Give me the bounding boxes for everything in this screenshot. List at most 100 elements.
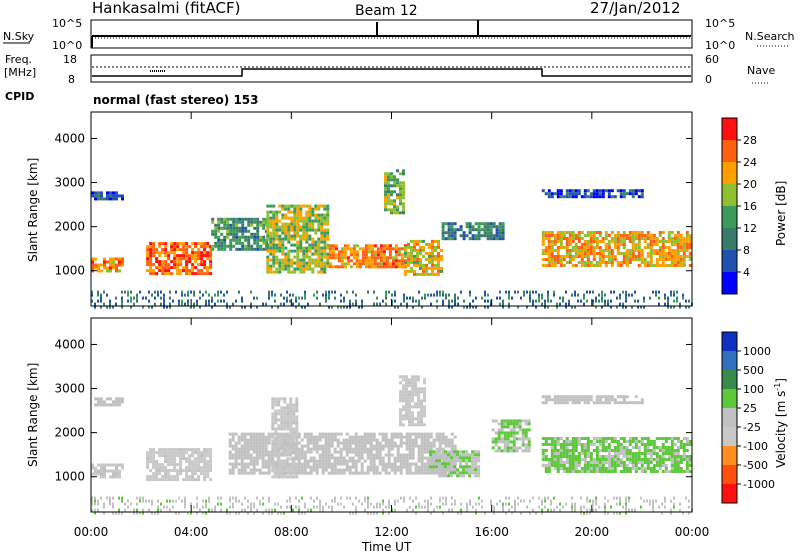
power-cell <box>437 260 440 264</box>
velocity-cell <box>202 511 204 515</box>
power-cell <box>471 237 475 241</box>
velocity-cell <box>604 505 606 509</box>
velocity-cell <box>352 511 354 515</box>
power-cell <box>266 270 270 274</box>
power-cell <box>393 175 396 179</box>
power-cell <box>121 305 123 309</box>
velocity-cell <box>388 511 390 515</box>
power-cell <box>308 264 312 268</box>
velocity-cell <box>417 471 421 475</box>
velocity-cell <box>203 451 207 455</box>
velocity-cell <box>333 447 337 451</box>
power-cell <box>346 259 350 263</box>
velocity-cell <box>252 432 256 436</box>
velocity-cell <box>390 453 394 457</box>
power-cell <box>631 195 635 199</box>
velocity-cell <box>426 447 430 451</box>
power-cell <box>181 293 183 297</box>
power-cell <box>112 263 115 267</box>
power-cell <box>247 235 251 239</box>
power-cell <box>490 302 492 306</box>
power-cell <box>301 305 303 309</box>
velocity-cell <box>274 421 278 425</box>
power-cell <box>616 249 620 252</box>
power-cell <box>100 197 103 201</box>
velocity-cell <box>179 469 183 473</box>
power-cell <box>290 249 294 253</box>
velocity-cell <box>497 428 501 432</box>
velocity-cell <box>202 499 204 503</box>
power-cell <box>305 237 309 241</box>
velocity-cell <box>181 499 183 503</box>
power-cell <box>352 250 356 254</box>
power-cell <box>646 231 650 234</box>
power-cell <box>673 240 677 243</box>
velocity-cell <box>280 505 282 509</box>
velocity-cell <box>152 451 156 455</box>
power-cell <box>259 235 263 239</box>
power-cell <box>299 264 303 268</box>
velocity-cell <box>478 502 480 506</box>
velocity-cell <box>412 508 414 512</box>
power-cell <box>290 261 294 265</box>
velocity-cell <box>231 465 235 469</box>
velocity-cell <box>378 447 382 451</box>
velocity-cell <box>106 496 108 500</box>
power-cell <box>262 217 266 221</box>
power-echo-region <box>266 204 330 274</box>
velocity-cell <box>321 465 325 469</box>
power-cell <box>413 239 416 243</box>
velocity-cell <box>515 425 519 429</box>
nsearch-label: N.Search <box>745 30 795 43</box>
power-cell <box>676 258 680 261</box>
velocity-cell <box>283 469 287 473</box>
power-cell <box>271 290 273 294</box>
power-cell <box>394 250 398 254</box>
velocity-cell <box>121 466 124 470</box>
velocity-cell <box>604 455 608 458</box>
power-cell <box>296 213 300 217</box>
velocity-cell <box>661 455 665 458</box>
power-cell <box>477 234 481 238</box>
power-cell <box>323 219 327 223</box>
power-cell <box>382 299 384 303</box>
velocity-cell <box>520 511 522 515</box>
velocity-cell <box>243 468 247 472</box>
power-cell <box>293 219 297 223</box>
velocity-cell <box>634 470 638 473</box>
power-cell <box>266 219 270 223</box>
power-cell <box>589 249 593 252</box>
power-cell <box>290 270 294 274</box>
velocity-cell <box>184 502 186 506</box>
velocity-cell <box>505 496 507 500</box>
velocity-cell <box>149 448 153 452</box>
velocity-cell <box>613 440 617 443</box>
velocity-cell <box>517 502 519 506</box>
power-cell <box>302 222 306 226</box>
power-cell <box>172 299 174 303</box>
power-cell <box>106 260 109 264</box>
power-cell <box>451 299 453 303</box>
power-cell <box>364 265 368 269</box>
velocity-cell <box>652 470 656 473</box>
power-cell <box>302 246 306 250</box>
colorbar-segment <box>722 184 737 207</box>
velocity-cell <box>586 395 590 399</box>
power-cell <box>508 302 510 306</box>
velocity-cell <box>157 505 159 509</box>
velocity-cell <box>312 441 316 445</box>
power-cell <box>610 249 614 252</box>
power-cell <box>320 234 324 238</box>
velocity-cell <box>631 455 635 458</box>
power-cell <box>450 231 454 235</box>
power-cell <box>544 192 548 196</box>
power-cell <box>326 222 330 226</box>
velocity-cell <box>364 499 366 503</box>
velocity-cell <box>622 467 626 470</box>
velocity-cell <box>634 461 638 464</box>
velocity-cell <box>280 406 284 410</box>
power-cell <box>465 225 469 229</box>
power-cell <box>676 240 680 243</box>
velocity-cell <box>170 457 174 461</box>
velocity-cell <box>414 417 417 421</box>
